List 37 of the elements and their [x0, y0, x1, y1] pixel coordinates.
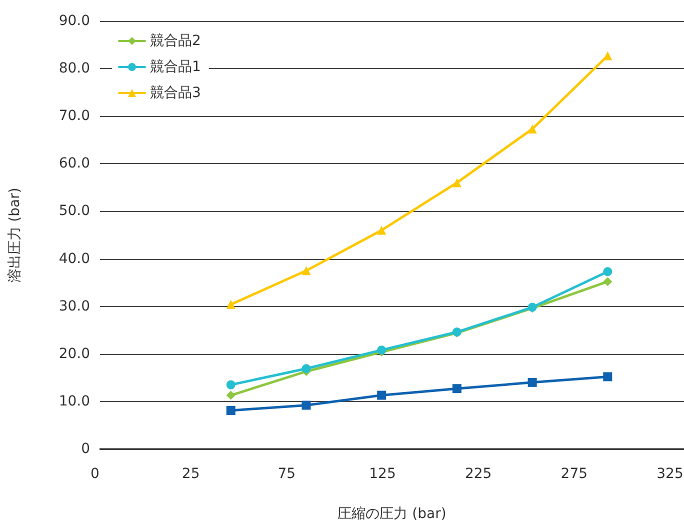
- y-tick-label: 30.0: [58, 298, 90, 314]
- point: [603, 267, 612, 276]
- y-axis-title: 溶出圧力 (bar): [7, 188, 23, 282]
- point: [528, 124, 537, 134]
- point: [226, 390, 236, 400]
- point: [452, 384, 462, 394]
- y-tick-label: 70.0: [58, 108, 90, 124]
- y-tick-label: 40.0: [58, 250, 90, 267]
- y-tick-label: 60.0: [58, 156, 90, 172]
- text: 275: [560, 466, 588, 482]
- point: [603, 277, 612, 286]
- point: [452, 178, 462, 188]
- point: [226, 406, 236, 415]
- point: [226, 380, 236, 390]
- point: [302, 400, 311, 410]
- point: [302, 266, 311, 276]
- y-tick-label: 90.0: [58, 13, 90, 29]
- point: [377, 390, 386, 400]
- text: 325: [656, 466, 684, 482]
- point: [302, 364, 311, 374]
- legend-label: 競合品3: [150, 85, 201, 101]
- y-tick-label: 0: [81, 441, 90, 457]
- point: [377, 226, 386, 235]
- y-tick-label: 10.0: [58, 393, 90, 410]
- x-axis-title: 圧縮の圧力 (bar): [338, 506, 446, 522]
- text: 25: [182, 466, 200, 482]
- text: 225: [464, 466, 492, 482]
- y-tick-label: 80.0: [58, 60, 90, 77]
- point: [226, 300, 236, 309]
- point: [603, 372, 612, 382]
- legend-label: 競合品1: [150, 59, 201, 75]
- text: 125: [369, 466, 396, 482]
- text: 75: [278, 466, 296, 482]
- y-tick-label: 50.0: [58, 203, 90, 220]
- y-tick-label: 20.0: [58, 346, 90, 362]
- legend-label: 競合品2: [150, 33, 201, 49]
- point: [528, 378, 537, 387]
